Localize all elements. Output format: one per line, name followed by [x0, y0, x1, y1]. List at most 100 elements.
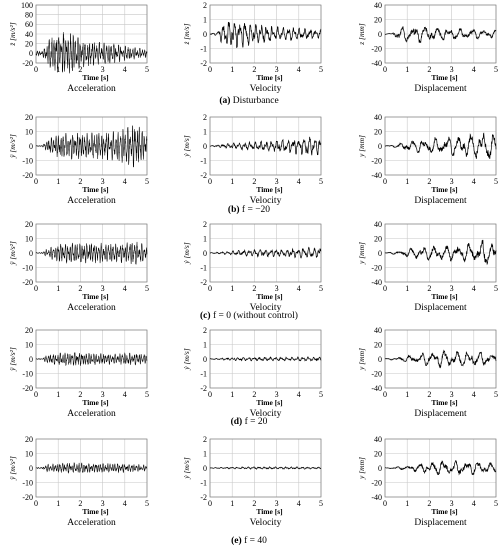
y-tick-label: -2 [200, 171, 207, 180]
y-tick-label: 2 [203, 1, 207, 10]
y-tick-label: 100 [21, 1, 33, 10]
x-axis-label: Time [s] [431, 507, 457, 516]
y-tick-label: 20 [374, 234, 382, 243]
chart-panel-d-acceleration: -20 -10 0 10 20 0 1 2 3 4 5 Time [s] ÿ [m/s²] Acceler… [8, 326, 149, 419]
y-tick-label: 40 [374, 435, 382, 444]
plot-frame [384, 4, 497, 64]
x-tick-label: 3 [450, 499, 454, 508]
caption-letter: (d) [231, 416, 245, 427]
plot-frame [35, 4, 148, 64]
x-tick-label: 2 [252, 65, 256, 74]
x-axis-label: Time [s] [256, 398, 282, 407]
series-line [209, 356, 322, 362]
caption-d: (d) f = 20 [231, 416, 268, 427]
x-tick-label: 1 [56, 177, 60, 186]
y-tick-label: 2 [203, 435, 207, 444]
panel-label: Displacement [414, 196, 467, 206]
y-axis-label: ẏ [m/s] [182, 135, 191, 158]
y-tick-label: 0 [29, 249, 33, 258]
x-tick-label: 5 [319, 65, 323, 74]
x-tick-label: 1 [230, 65, 234, 74]
x-tick-label: 1 [56, 499, 60, 508]
y-tick-label: 80 [25, 10, 33, 19]
y-tick-label: -10 [22, 369, 33, 378]
y-tick-label: 20 [374, 127, 382, 136]
caption-text: f = −20 [242, 204, 270, 215]
panel-label: Acceleration [67, 84, 116, 94]
x-tick-label: 0 [383, 390, 387, 399]
x-tick-label: 5 [145, 390, 149, 399]
y-tick-label: -40 [371, 59, 382, 68]
y-tick-label: -2 [200, 384, 207, 393]
series-line [209, 466, 322, 470]
x-tick-label: 1 [56, 390, 60, 399]
x-tick-label: 0 [34, 390, 38, 399]
series-line [35, 241, 148, 265]
x-tick-label: 4 [472, 499, 476, 508]
y-axis-label: ÿ [m/s²] [8, 456, 17, 481]
y-tick-label: 20 [374, 340, 382, 349]
y-tick-label: 0 [203, 464, 207, 473]
y-axis-label: ż [m/s] [182, 23, 191, 45]
y-axis-label: ẏ [m/s] [182, 348, 191, 371]
y-tick-label: 1 [203, 234, 207, 243]
x-tick-label: 1 [230, 390, 234, 399]
x-tick-label: 2 [427, 284, 431, 293]
panel-label: Displacement [414, 84, 467, 94]
chart-panel-e-velocity: -2 -1 0 1 2 0 1 2 3 4 5 Time [s] ẏ [m/s] Velocity [182, 435, 323, 528]
series-line [35, 125, 148, 168]
x-tick-label: 3 [101, 284, 105, 293]
x-tick-label: 4 [123, 284, 127, 293]
chart-panel-c-acceleration: -20 -10 0 10 20 0 1 2 3 4 5 Time [s] ÿ [m/s²] Acceler… [8, 220, 149, 313]
y-tick-label: -1 [200, 369, 207, 378]
x-tick-label: 4 [123, 65, 127, 74]
x-tick-label: 3 [450, 390, 454, 399]
y-tick-label: -20 [22, 384, 33, 393]
x-tick-label: 4 [472, 284, 476, 293]
y-axis-label: y [mm] [357, 457, 366, 480]
x-tick-label: 3 [450, 65, 454, 74]
y-tick-label: 0 [378, 355, 382, 364]
y-tick-label: -40 [371, 493, 382, 502]
y-tick-label: -1 [200, 44, 207, 53]
chart-panel-a-displacement: -40 -20 0 20 40 0 1 2 3 4 5 Time [s] z [mm] Displacem… [357, 1, 498, 94]
caption-letter: (b) [228, 204, 242, 215]
x-tick-label: 2 [427, 499, 431, 508]
chart-panel-e-displacement: -40 -20 0 20 40 0 1 2 3 4 5 Time [s] y [mm] Displacem… [357, 435, 498, 528]
plot-frame [384, 329, 497, 389]
x-tick-label: 2 [252, 284, 256, 293]
x-tick-label: 5 [145, 65, 149, 74]
y-tick-label: 0 [378, 249, 382, 258]
panel-label: Velocity [250, 409, 282, 419]
x-tick-label: 4 [297, 499, 301, 508]
x-tick-label: 2 [78, 177, 82, 186]
x-axis-label: Time [s] [431, 292, 457, 301]
y-tick-label: 10 [25, 340, 33, 349]
y-tick-label: 20 [25, 39, 33, 48]
y-tick-label: 40 [374, 220, 382, 229]
x-tick-label: 4 [472, 390, 476, 399]
plot-frame [209, 329, 322, 389]
y-tick-label: 20 [374, 15, 382, 24]
x-tick-label: 1 [56, 284, 60, 293]
y-tick-label: 60 [25, 20, 33, 29]
series-line [35, 352, 148, 367]
series-line [209, 246, 322, 259]
y-tick-label: 40 [374, 1, 382, 10]
x-tick-label: 1 [405, 65, 409, 74]
panel-label: Acceleration [67, 518, 116, 528]
x-tick-label: 0 [383, 65, 387, 74]
y-axis-label: ẏ [m/s] [182, 242, 191, 265]
x-tick-label: 2 [78, 284, 82, 293]
y-tick-label: 1 [203, 15, 207, 24]
y-tick-label: 2 [203, 113, 207, 122]
y-tick-label: 20 [374, 449, 382, 458]
caption-text: f = 0 (without control) [213, 310, 298, 321]
x-tick-label: 3 [275, 65, 279, 74]
caption-letter: (a) [219, 95, 232, 106]
y-tick-label: -10 [22, 156, 33, 165]
y-tick-label: 2 [203, 220, 207, 229]
panel-label: Acceleration [67, 409, 116, 419]
